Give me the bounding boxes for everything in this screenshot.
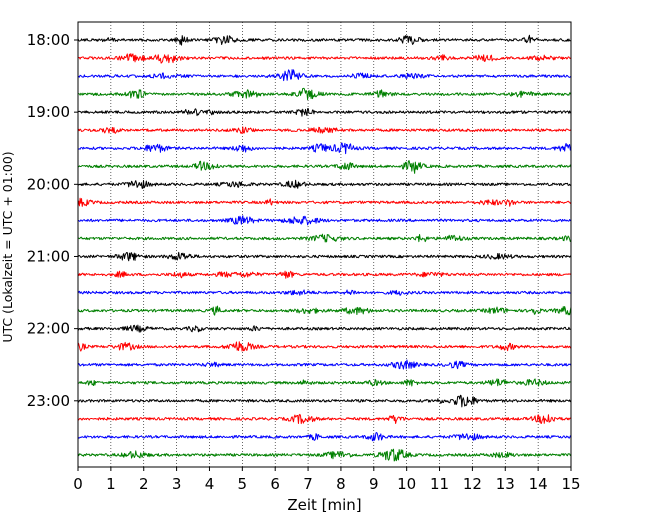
y-tick-label: 19:00 [27, 103, 70, 121]
y-tick-label: 18:00 [27, 31, 70, 49]
x-tick-label: 13 [496, 475, 515, 493]
trace-line [77, 289, 572, 296]
trace-line [77, 270, 572, 279]
y-tick-label: 23:00 [27, 392, 70, 410]
x-tick-label: 4 [205, 475, 215, 493]
trace-line [77, 448, 572, 462]
x-tick-label: 8 [336, 475, 346, 493]
trace-line [77, 34, 572, 46]
trace-line [77, 305, 572, 316]
trace-line [77, 160, 572, 174]
trace-line [77, 394, 572, 408]
trace-line [77, 359, 572, 370]
trace-line [77, 142, 572, 155]
trace-line [77, 53, 572, 64]
trace-line [77, 251, 572, 262]
trace-line [77, 69, 572, 82]
trace-line [77, 179, 572, 189]
x-tick-label: 0 [73, 475, 83, 493]
y-axis-label: UTC (Lokalzeit = UTC + 01:00) [0, 151, 15, 342]
x-tick-label: 5 [238, 475, 248, 493]
y-tick-label: 21:00 [27, 247, 70, 265]
x-tick-label: 10 [397, 475, 416, 493]
y-tick-label: 22:00 [27, 320, 70, 338]
x-tick-label: 2 [139, 475, 149, 493]
y-tick-label: 20:00 [27, 175, 70, 193]
x-tick-label: 12 [463, 475, 482, 493]
trace-line [77, 197, 572, 207]
trace-group [77, 34, 572, 462]
x-tick-label: 14 [529, 475, 548, 493]
trace-line [77, 215, 572, 226]
trace-line [77, 108, 572, 117]
x-tick-label: 3 [172, 475, 182, 493]
x-tick-label: 7 [303, 475, 313, 493]
x-axis-label: Zeit [min] [287, 496, 361, 514]
trace-line [77, 413, 572, 425]
trace-line [77, 233, 572, 243]
x-tick-label: 9 [369, 475, 379, 493]
trace-line [77, 126, 572, 135]
x-tick-label: 6 [270, 475, 280, 493]
trace-line [77, 378, 572, 387]
trace-line [77, 324, 572, 333]
trace-line [77, 87, 572, 101]
plot-frame [77, 21, 572, 468]
x-tick-label: 1 [106, 475, 116, 493]
trace-line [77, 341, 572, 352]
x-tick-label: 11 [430, 475, 449, 493]
y-axis: 18:00 19:00 20:00 21:00 22:00 23:00 [27, 31, 78, 410]
x-axis: 0 1 2 3 4 5 6 7 8 9 10 11 12 13 14 15 [73, 467, 581, 493]
trace-line [77, 431, 572, 442]
x-tick-label: 15 [561, 475, 580, 493]
